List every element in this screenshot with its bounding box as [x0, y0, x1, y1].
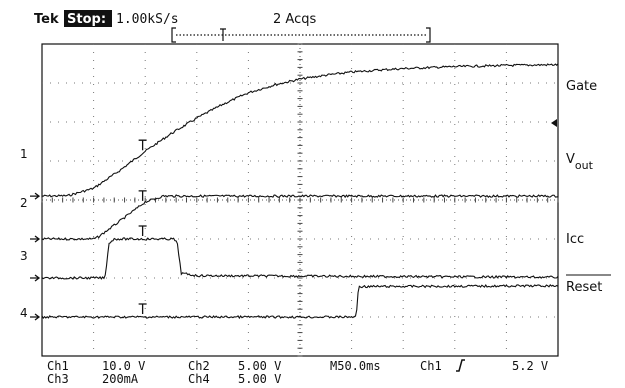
- ch1-scale: 10.0 V: [102, 359, 145, 373]
- ch3-scale: 200mA: [102, 372, 139, 386]
- ch3-label: Ch3: [47, 372, 69, 386]
- ch4-label: Ch4: [188, 372, 210, 386]
- channel-1-marker: 1: [20, 147, 28, 161]
- vout-label: Vout: [566, 152, 594, 172]
- ch2-label: Ch2: [188, 359, 210, 373]
- run-state-badge: [64, 10, 112, 27]
- channel-4-arrow: [30, 313, 41, 321]
- icc-label: Icc: [566, 232, 584, 247]
- run-state-label: Stop:: [67, 12, 106, 27]
- trace-reset: [41, 283, 559, 320]
- channel-3-arrow: [30, 274, 41, 282]
- channel-2-arrow: [30, 235, 41, 243]
- timebase: M50.0ms: [330, 359, 381, 373]
- brand-label: Tek: [34, 12, 59, 27]
- ch4-scale: 5.00 V: [238, 372, 281, 386]
- trigger-level: 5.2 V: [512, 359, 548, 373]
- trace-labels: Gate Vout Icc Reset: [551, 79, 611, 295]
- acquisition-count: 2 Acqs: [273, 12, 316, 27]
- record-window-indicator: [171, 27, 431, 43]
- trace-vout: [41, 194, 559, 241]
- sample-rate: 1.00kS/s: [116, 12, 179, 27]
- graticule: [41, 43, 559, 357]
- channel-2-marker: 2: [20, 196, 28, 210]
- cursor-marker-vout: [138, 190, 147, 201]
- traces: [41, 63, 559, 320]
- trigger-source: Ch1: [420, 359, 442, 373]
- ch1-label: Ch1: [47, 359, 69, 373]
- channel-1-arrow: [30, 192, 41, 200]
- rising-edge-icon: [456, 359, 465, 372]
- reset-label: Reset: [566, 280, 602, 295]
- ch2-scale: 5.00 V: [238, 359, 281, 373]
- gate-label: Gate: [566, 79, 597, 94]
- marker-arrows: [30, 192, 41, 321]
- trace-gate: [41, 63, 559, 198]
- cursor-marker-reset: [138, 303, 147, 314]
- cursor-marker-icc: [138, 225, 147, 236]
- cursor-marker-gate: [138, 139, 147, 151]
- trigger-level-arrow: [551, 119, 557, 127]
- channel-4-marker: 4: [20, 306, 28, 320]
- channel-markers: 1 2 3 4: [20, 147, 41, 321]
- channel-3-marker: 3: [20, 249, 28, 263]
- footer-readouts: Ch1 10.0 V Ch2 5.00 V M50.0ms Ch1 5.2 V …: [47, 359, 548, 386]
- header: Tek Stop: 1.00kS/s 2 Acqs: [34, 10, 431, 43]
- trace-icc: [41, 237, 559, 280]
